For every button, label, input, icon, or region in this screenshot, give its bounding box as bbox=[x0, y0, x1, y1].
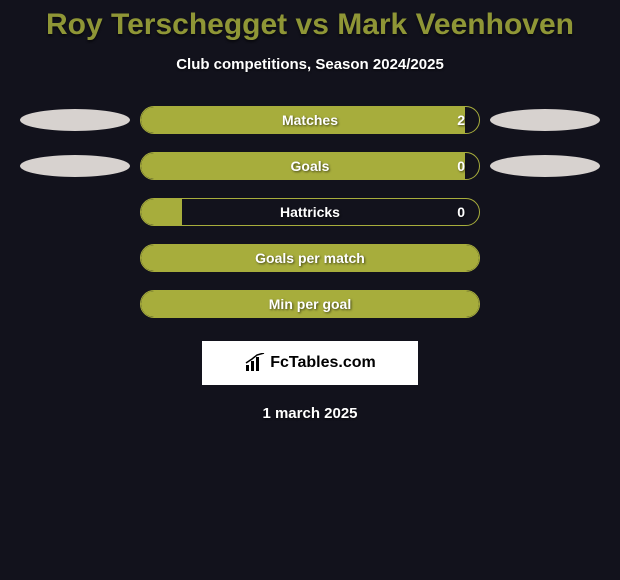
page-subtitle: Club competitions, Season 2024/2025 bbox=[0, 56, 620, 73]
bar-label-gpm: Goals per match bbox=[255, 250, 365, 266]
page-title: Roy Terschegget vs Mark Veenhoven bbox=[0, 0, 620, 42]
bar-label-goals: Goals bbox=[291, 158, 330, 174]
bar-matches: Matches 2 bbox=[140, 106, 480, 134]
stat-row-hattricks: Hattricks 0 bbox=[0, 189, 620, 235]
bar-value-matches: 2 bbox=[457, 112, 465, 128]
bar-hattricks: Hattricks 0 bbox=[140, 198, 480, 226]
bar-value-goals: 0 bbox=[457, 158, 465, 174]
logo-box[interactable]: FcTables.com bbox=[202, 341, 418, 385]
bar-label-matches: Matches bbox=[282, 112, 338, 128]
bar-value-hattricks: 0 bbox=[457, 204, 465, 220]
left-chip-goals bbox=[20, 155, 130, 177]
stat-row-mpg: Min per goal bbox=[0, 281, 620, 327]
bar-goals: Goals 0 bbox=[140, 152, 480, 180]
stats-rows: Matches 2 Goals 0 Hattricks 0 Goals per … bbox=[0, 97, 620, 327]
logo-text: FcTables.com bbox=[270, 354, 376, 372]
stat-row-goals: Goals 0 bbox=[0, 143, 620, 189]
bar-gpm: Goals per match bbox=[140, 244, 480, 272]
stat-row-matches: Matches 2 bbox=[0, 97, 620, 143]
right-chip-matches bbox=[490, 109, 600, 131]
chart-icon bbox=[244, 353, 266, 373]
right-chip-goals bbox=[490, 155, 600, 177]
bar-mpg: Min per goal bbox=[140, 290, 480, 318]
bar-label-mpg: Min per goal bbox=[269, 296, 351, 312]
bar-fill-hattricks bbox=[141, 199, 182, 225]
date-text: 1 march 2025 bbox=[0, 405, 620, 422]
bar-label-hattricks: Hattricks bbox=[280, 204, 340, 220]
stat-row-gpm: Goals per match bbox=[0, 235, 620, 281]
left-chip-matches bbox=[20, 109, 130, 131]
